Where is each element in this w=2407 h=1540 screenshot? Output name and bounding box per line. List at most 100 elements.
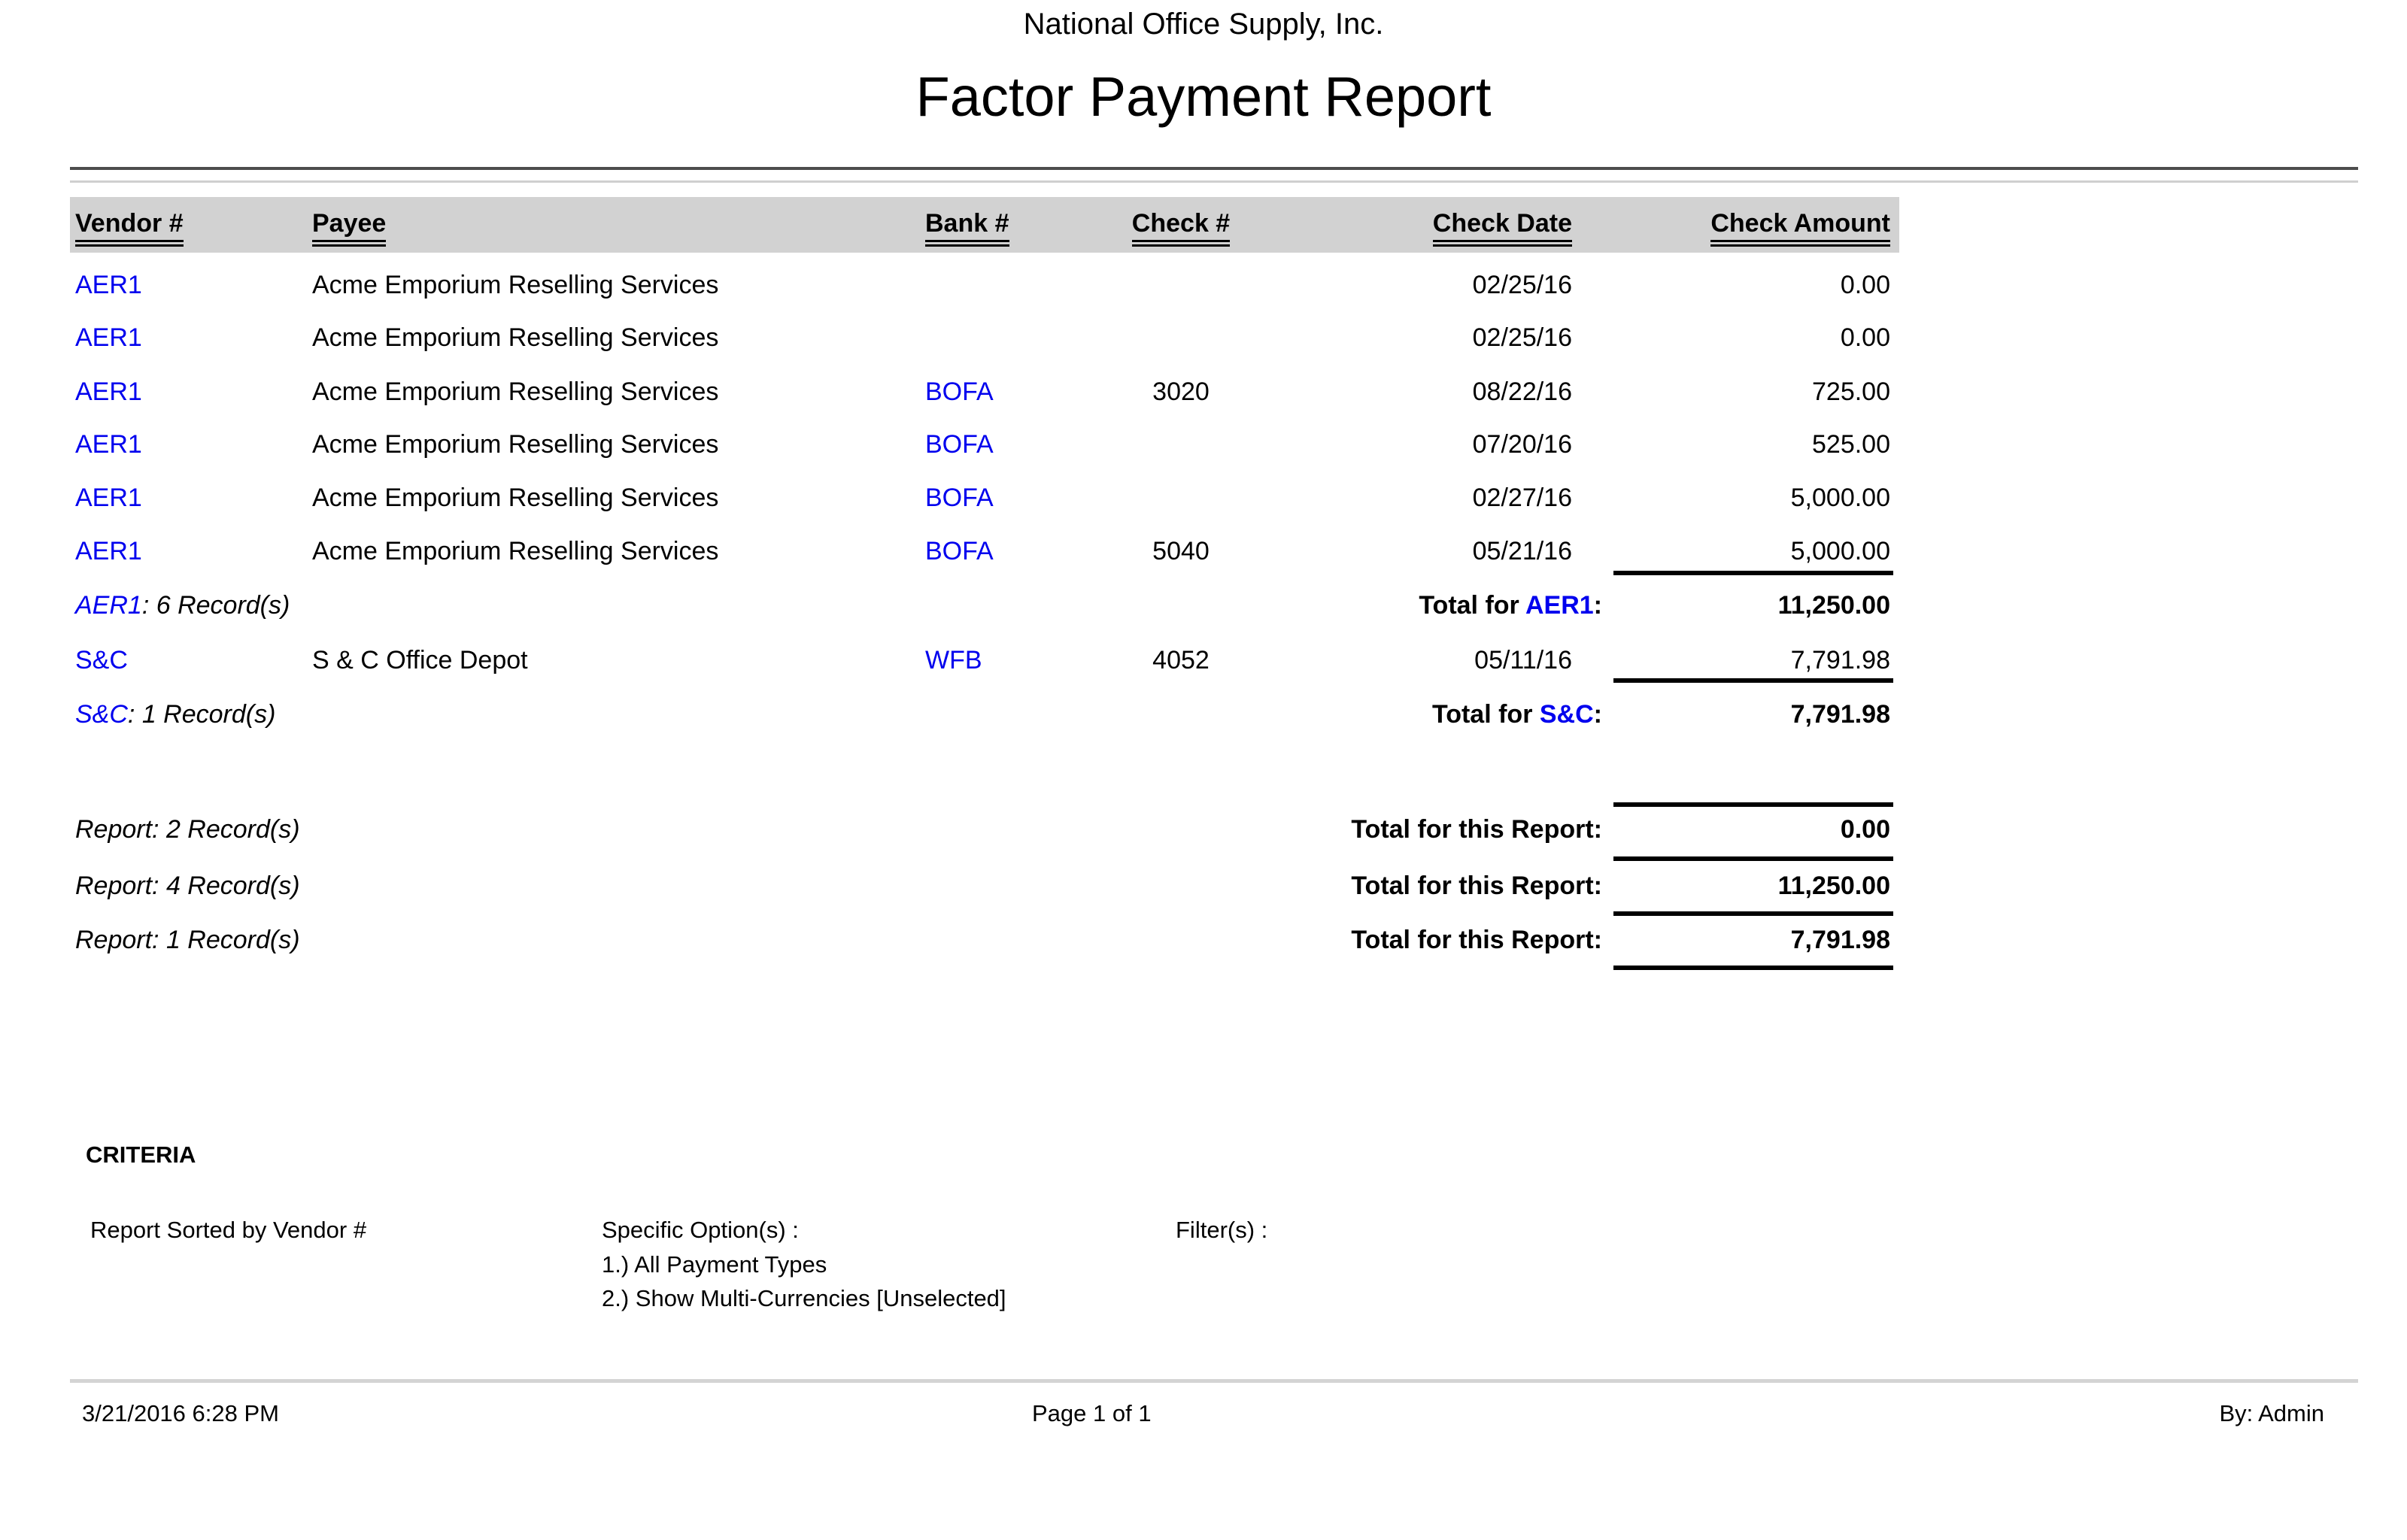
- report-total-amount: 11,250.00: [1777, 872, 1890, 900]
- bank-link[interactable]: BOFA: [925, 377, 994, 406]
- report-total-row: Report: 1 Record(s) Total for this Repor…: [70, 914, 1899, 966]
- column-header-bank-label: Bank #: [925, 209, 1009, 247]
- group-record-count: AER1: 6 Record(s): [75, 579, 903, 632]
- report-record-count: Report: 2 Record(s): [75, 815, 300, 844]
- group-total-label: Total for S&C:: [958, 688, 1602, 741]
- report-total-row: Report: 2 Record(s) Total for this Repor…: [70, 803, 1899, 856]
- check-number-cell: 5040: [1152, 537, 1210, 565]
- bank-link[interactable]: WFB: [925, 646, 982, 675]
- vendor-link[interactable]: S&C: [1539, 700, 1594, 729]
- group-summary-row: AER1: 6 Record(s) Total for AER1: 11,250…: [70, 579, 1899, 632]
- column-header-check: Check #: [1113, 209, 1249, 247]
- group-total-rule: [1613, 678, 1893, 683]
- criteria-heading: CRITERIA: [86, 1141, 196, 1168]
- check-date-cell: 02/27/16: [1472, 484, 1572, 512]
- report-total-rule: [1613, 802, 1893, 807]
- report-total-rule: [1613, 856, 1893, 861]
- vendor-link[interactable]: AER1: [75, 537, 142, 565]
- report-total-amount: 7,791.98: [1790, 926, 1890, 954]
- report-total-label: Total for this Report:: [1351, 815, 1602, 844]
- check-date-cell: 05/21/16: [1472, 537, 1572, 565]
- group-total-suffix: :: [1593, 700, 1602, 729]
- table-row: AER1 Acme Emporium Reselling Services BO…: [70, 471, 1899, 524]
- footer-datetime: 3/21/2016 6:28 PM: [82, 1400, 279, 1426]
- vendor-link[interactable]: AER1: [75, 377, 142, 406]
- report-total-label: Total for this Report:: [1351, 926, 1602, 954]
- check-date-cell: 08/22/16: [1472, 377, 1572, 406]
- check-number-cell: [1113, 471, 1249, 524]
- column-header-vendor: Vendor #: [75, 209, 301, 247]
- vendor-link[interactable]: AER1: [1525, 591, 1594, 620]
- title-separator-light: [70, 180, 2358, 183]
- report-record-count: Report: 1 Record(s): [75, 926, 300, 954]
- group-total-prefix: Total for: [1419, 591, 1525, 620]
- vendor-link[interactable]: S&C: [75, 700, 128, 729]
- check-number-cell: [1113, 418, 1249, 471]
- column-header-check-date-label: Check Date: [1432, 209, 1572, 247]
- report-total-rule: [1613, 911, 1893, 916]
- check-date-cell: 02/25/16: [1472, 323, 1572, 352]
- vendor-link[interactable]: AER1: [75, 323, 142, 352]
- footer-separator: [70, 1379, 2358, 1383]
- vendor-link[interactable]: S&C: [75, 646, 128, 675]
- table-row: AER1 Acme Emporium Reselling Services BO…: [70, 365, 1899, 418]
- report-total-row: Report: 4 Record(s) Total for this Repor…: [70, 859, 1899, 912]
- report-total-amount: 0.00: [1840, 815, 1890, 844]
- check-number-cell: 3020: [1152, 377, 1210, 406]
- page-title: Factor Payment Report: [915, 65, 1492, 128]
- column-header-vendor-label: Vendor #: [75, 209, 184, 247]
- vendor-link[interactable]: AER1: [75, 271, 142, 299]
- column-header-check-date: Check Date: [1339, 209, 1572, 247]
- check-date-cell: 05/11/16: [1474, 646, 1572, 675]
- group-total-amount: 7,791.98: [1790, 700, 1890, 729]
- criteria-option: 1.) All Payment Types: [602, 1251, 827, 1278]
- vendor-link[interactable]: AER1: [75, 591, 142, 620]
- company-name: National Office Supply, Inc.: [1023, 8, 1384, 41]
- table-row: AER1 Acme Emporium Reselling Services BO…: [70, 418, 1899, 471]
- check-number-cell: [1113, 311, 1249, 364]
- vendor-link[interactable]: AER1: [75, 484, 142, 512]
- bank-link: [925, 311, 1136, 364]
- group-total-suffix: :: [1593, 591, 1602, 620]
- column-header-payee-label: Payee: [312, 209, 387, 247]
- criteria-filters-label: Filter(s) :: [1176, 1217, 1268, 1243]
- check-amount-cell: 7,791.98: [1790, 646, 1890, 675]
- group-total-label: Total for AER1:: [958, 579, 1602, 632]
- check-amount-cell: 5,000.00: [1790, 537, 1890, 565]
- payee-cell: Acme Emporium Reselling Services: [312, 484, 719, 512]
- table-row: AER1 Acme Emporium Reselling Services BO…: [70, 525, 1899, 578]
- check-date-cell: 07/20/16: [1472, 430, 1572, 459]
- check-amount-cell: 725.00: [1812, 377, 1890, 406]
- check-date-cell: 02/25/16: [1472, 271, 1572, 299]
- table-row: AER1 Acme Emporium Reselling Services 02…: [70, 311, 1899, 364]
- check-amount-cell: 0.00: [1840, 271, 1890, 299]
- check-amount-cell: 5,000.00: [1790, 484, 1890, 512]
- bank-link[interactable]: BOFA: [925, 537, 994, 565]
- check-amount-cell: 525.00: [1812, 430, 1890, 459]
- group-records-text: : 1 Record(s): [127, 700, 276, 729]
- check-number-cell: 4052: [1152, 646, 1210, 675]
- criteria-option: 2.) Show Multi-Currencies [Unselected]: [602, 1285, 1006, 1311]
- column-header-check-amount: Check Amount: [1604, 209, 1890, 247]
- bank-link[interactable]: BOFA: [925, 484, 994, 512]
- table-row: AER1 Acme Emporium Reselling Services 02…: [70, 259, 1899, 311]
- table-row: S&C S & C Office Depot WFB 4052 05/11/16…: [70, 634, 1899, 687]
- column-header-bank: Bank #: [925, 209, 1136, 247]
- report-record-count: Report: 4 Record(s): [75, 872, 300, 900]
- group-record-count: S&C: 1 Record(s): [75, 688, 903, 741]
- footer-page-number: Page 1 of 1: [1032, 1400, 1152, 1426]
- bank-link[interactable]: BOFA: [925, 430, 994, 459]
- column-header-payee: Payee: [312, 209, 914, 247]
- table-header-row: Vendor # Payee Bank # Check # Check Date…: [70, 197, 1899, 253]
- payee-cell: Acme Emporium Reselling Services: [312, 271, 719, 299]
- column-header-check-amount-label: Check Amount: [1710, 209, 1890, 247]
- bank-link: [925, 259, 1136, 311]
- payee-cell: Acme Emporium Reselling Services: [312, 430, 719, 459]
- report-total-rule: [1613, 966, 1893, 970]
- criteria-sorted-by: Report Sorted by Vendor #: [90, 1217, 367, 1243]
- group-summary-row: S&C: 1 Record(s) Total for S&C: 7,791.98: [70, 688, 1899, 741]
- vendor-link[interactable]: AER1: [75, 430, 142, 459]
- group-total-prefix: Total for: [1431, 700, 1540, 729]
- check-number-cell: [1113, 259, 1249, 311]
- payee-cell: S & C Office Depot: [312, 646, 528, 675]
